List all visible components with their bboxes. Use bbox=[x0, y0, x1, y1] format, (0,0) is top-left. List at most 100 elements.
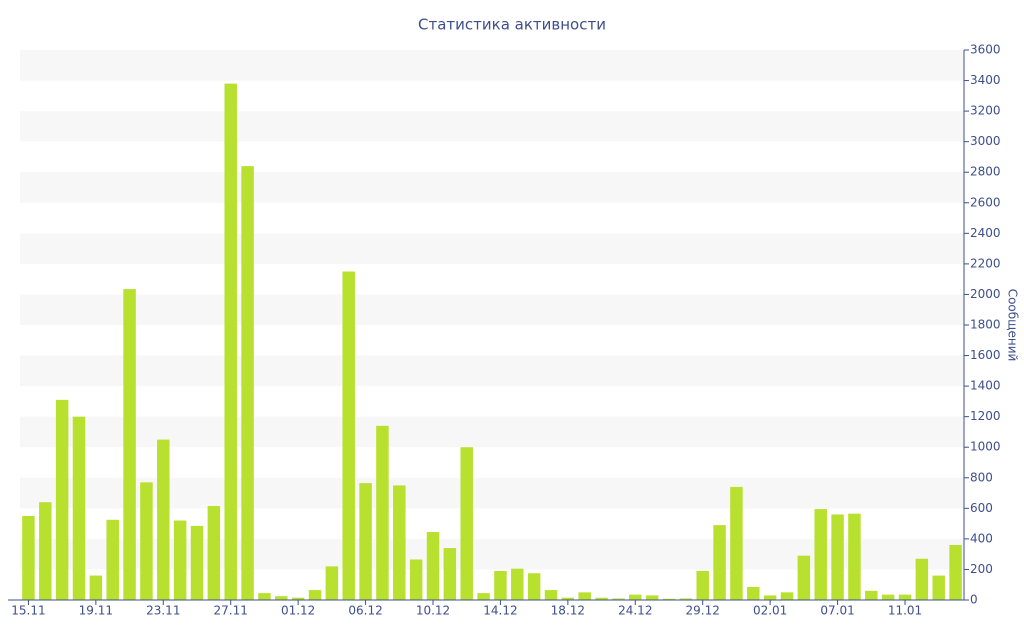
bar bbox=[679, 598, 693, 600]
bar bbox=[359, 483, 372, 600]
y-tick-label: 1400 bbox=[970, 379, 1001, 393]
bar bbox=[629, 594, 642, 600]
bar bbox=[527, 573, 541, 600]
y-tick-label: 400 bbox=[970, 531, 993, 545]
grid-band bbox=[20, 111, 964, 142]
bar bbox=[713, 525, 726, 600]
x-tick-label: 01.12 bbox=[281, 604, 315, 618]
grid-band bbox=[20, 477, 964, 509]
bar bbox=[578, 592, 591, 600]
bar bbox=[308, 590, 322, 600]
y-tick-label: 800 bbox=[970, 470, 993, 484]
grid-band bbox=[20, 416, 964, 448]
bar bbox=[612, 598, 625, 600]
y-tick-label: 3400 bbox=[970, 73, 1001, 87]
bar bbox=[393, 485, 406, 600]
y-tick-label: 1200 bbox=[970, 409, 1001, 423]
bar bbox=[190, 525, 204, 600]
bar bbox=[932, 575, 945, 600]
grid-band bbox=[20, 172, 964, 203]
grid-band bbox=[20, 294, 964, 325]
bar bbox=[140, 482, 153, 600]
bar bbox=[291, 597, 305, 600]
y-tick-label: 2800 bbox=[970, 165, 1001, 179]
bar bbox=[881, 594, 895, 600]
bar bbox=[325, 566, 339, 600]
bar bbox=[443, 548, 457, 600]
bar bbox=[797, 555, 811, 600]
grid-band bbox=[20, 355, 964, 387]
y-tick-label: 3600 bbox=[970, 43, 1001, 57]
chart-title: Статистика активности bbox=[418, 16, 606, 34]
bar bbox=[494, 570, 507, 600]
bar bbox=[157, 439, 170, 600]
bar bbox=[106, 519, 119, 600]
bar bbox=[39, 502, 52, 600]
grid-band bbox=[20, 50, 964, 81]
x-tick-label: 23.11 bbox=[146, 604, 180, 618]
bar bbox=[123, 289, 136, 600]
x-tick-label: 19.11 bbox=[79, 604, 113, 618]
x-tick-label: 24.12 bbox=[618, 604, 652, 618]
bar bbox=[460, 447, 473, 600]
bar bbox=[831, 514, 844, 600]
x-tick-label: 14.12 bbox=[483, 604, 517, 618]
bar bbox=[747, 587, 760, 600]
bar bbox=[224, 83, 237, 601]
bar bbox=[780, 592, 794, 600]
x-tick-label: 10.12 bbox=[416, 604, 450, 618]
y-tick-label: 3200 bbox=[970, 104, 1001, 118]
bar bbox=[258, 593, 271, 600]
bar bbox=[848, 513, 861, 600]
x-tick-label: 07.01 bbox=[820, 604, 854, 618]
bar bbox=[173, 520, 187, 600]
y-tick-label: 600 bbox=[970, 501, 993, 515]
y-tick-label: 1600 bbox=[970, 348, 1001, 362]
grid-band bbox=[20, 233, 964, 264]
y-axis-label: Сообщений bbox=[1006, 289, 1020, 362]
bar bbox=[342, 271, 355, 600]
bar bbox=[89, 575, 103, 600]
bar bbox=[898, 594, 912, 600]
bar bbox=[696, 570, 709, 600]
x-tick-label: 06.12 bbox=[348, 604, 382, 618]
y-tick-label: 2000 bbox=[970, 287, 1001, 301]
bar bbox=[915, 558, 929, 600]
y-tick-label: 0 bbox=[970, 593, 978, 607]
x-tick-label: 18.12 bbox=[551, 604, 585, 618]
bar bbox=[544, 590, 558, 600]
x-tick-label: 27.11 bbox=[214, 604, 248, 618]
bar bbox=[865, 590, 878, 600]
bar bbox=[645, 595, 659, 600]
bar bbox=[275, 596, 288, 600]
bar bbox=[409, 559, 423, 600]
bar bbox=[561, 597, 575, 600]
y-tick-label: 1000 bbox=[970, 440, 1001, 454]
y-tick-label: 2200 bbox=[970, 256, 1001, 270]
y-tick-label: 3000 bbox=[970, 134, 1001, 148]
x-tick-label: 29.12 bbox=[686, 604, 720, 618]
bar bbox=[376, 425, 389, 600]
y-tick-label: 2600 bbox=[970, 195, 1001, 209]
bar bbox=[595, 597, 608, 600]
bar bbox=[730, 486, 743, 600]
bar bbox=[426, 532, 440, 600]
x-tick-label: 02.01 bbox=[753, 604, 787, 618]
y-tick-label: 1800 bbox=[970, 318, 1001, 332]
bar bbox=[72, 416, 86, 600]
y-tick-label: 200 bbox=[970, 562, 993, 576]
bar bbox=[477, 593, 490, 600]
bar bbox=[207, 506, 221, 600]
bar bbox=[511, 568, 524, 600]
y-tick-label: 2400 bbox=[970, 226, 1001, 240]
x-tick-label: 15.11 bbox=[11, 604, 45, 618]
bar bbox=[22, 515, 35, 600]
bar bbox=[55, 399, 69, 600]
bar bbox=[763, 595, 777, 600]
x-tick-label: 11.01 bbox=[888, 604, 922, 618]
bar bbox=[814, 509, 827, 600]
bar bbox=[662, 598, 676, 600]
bar bbox=[241, 166, 254, 600]
bar bbox=[949, 545, 962, 600]
